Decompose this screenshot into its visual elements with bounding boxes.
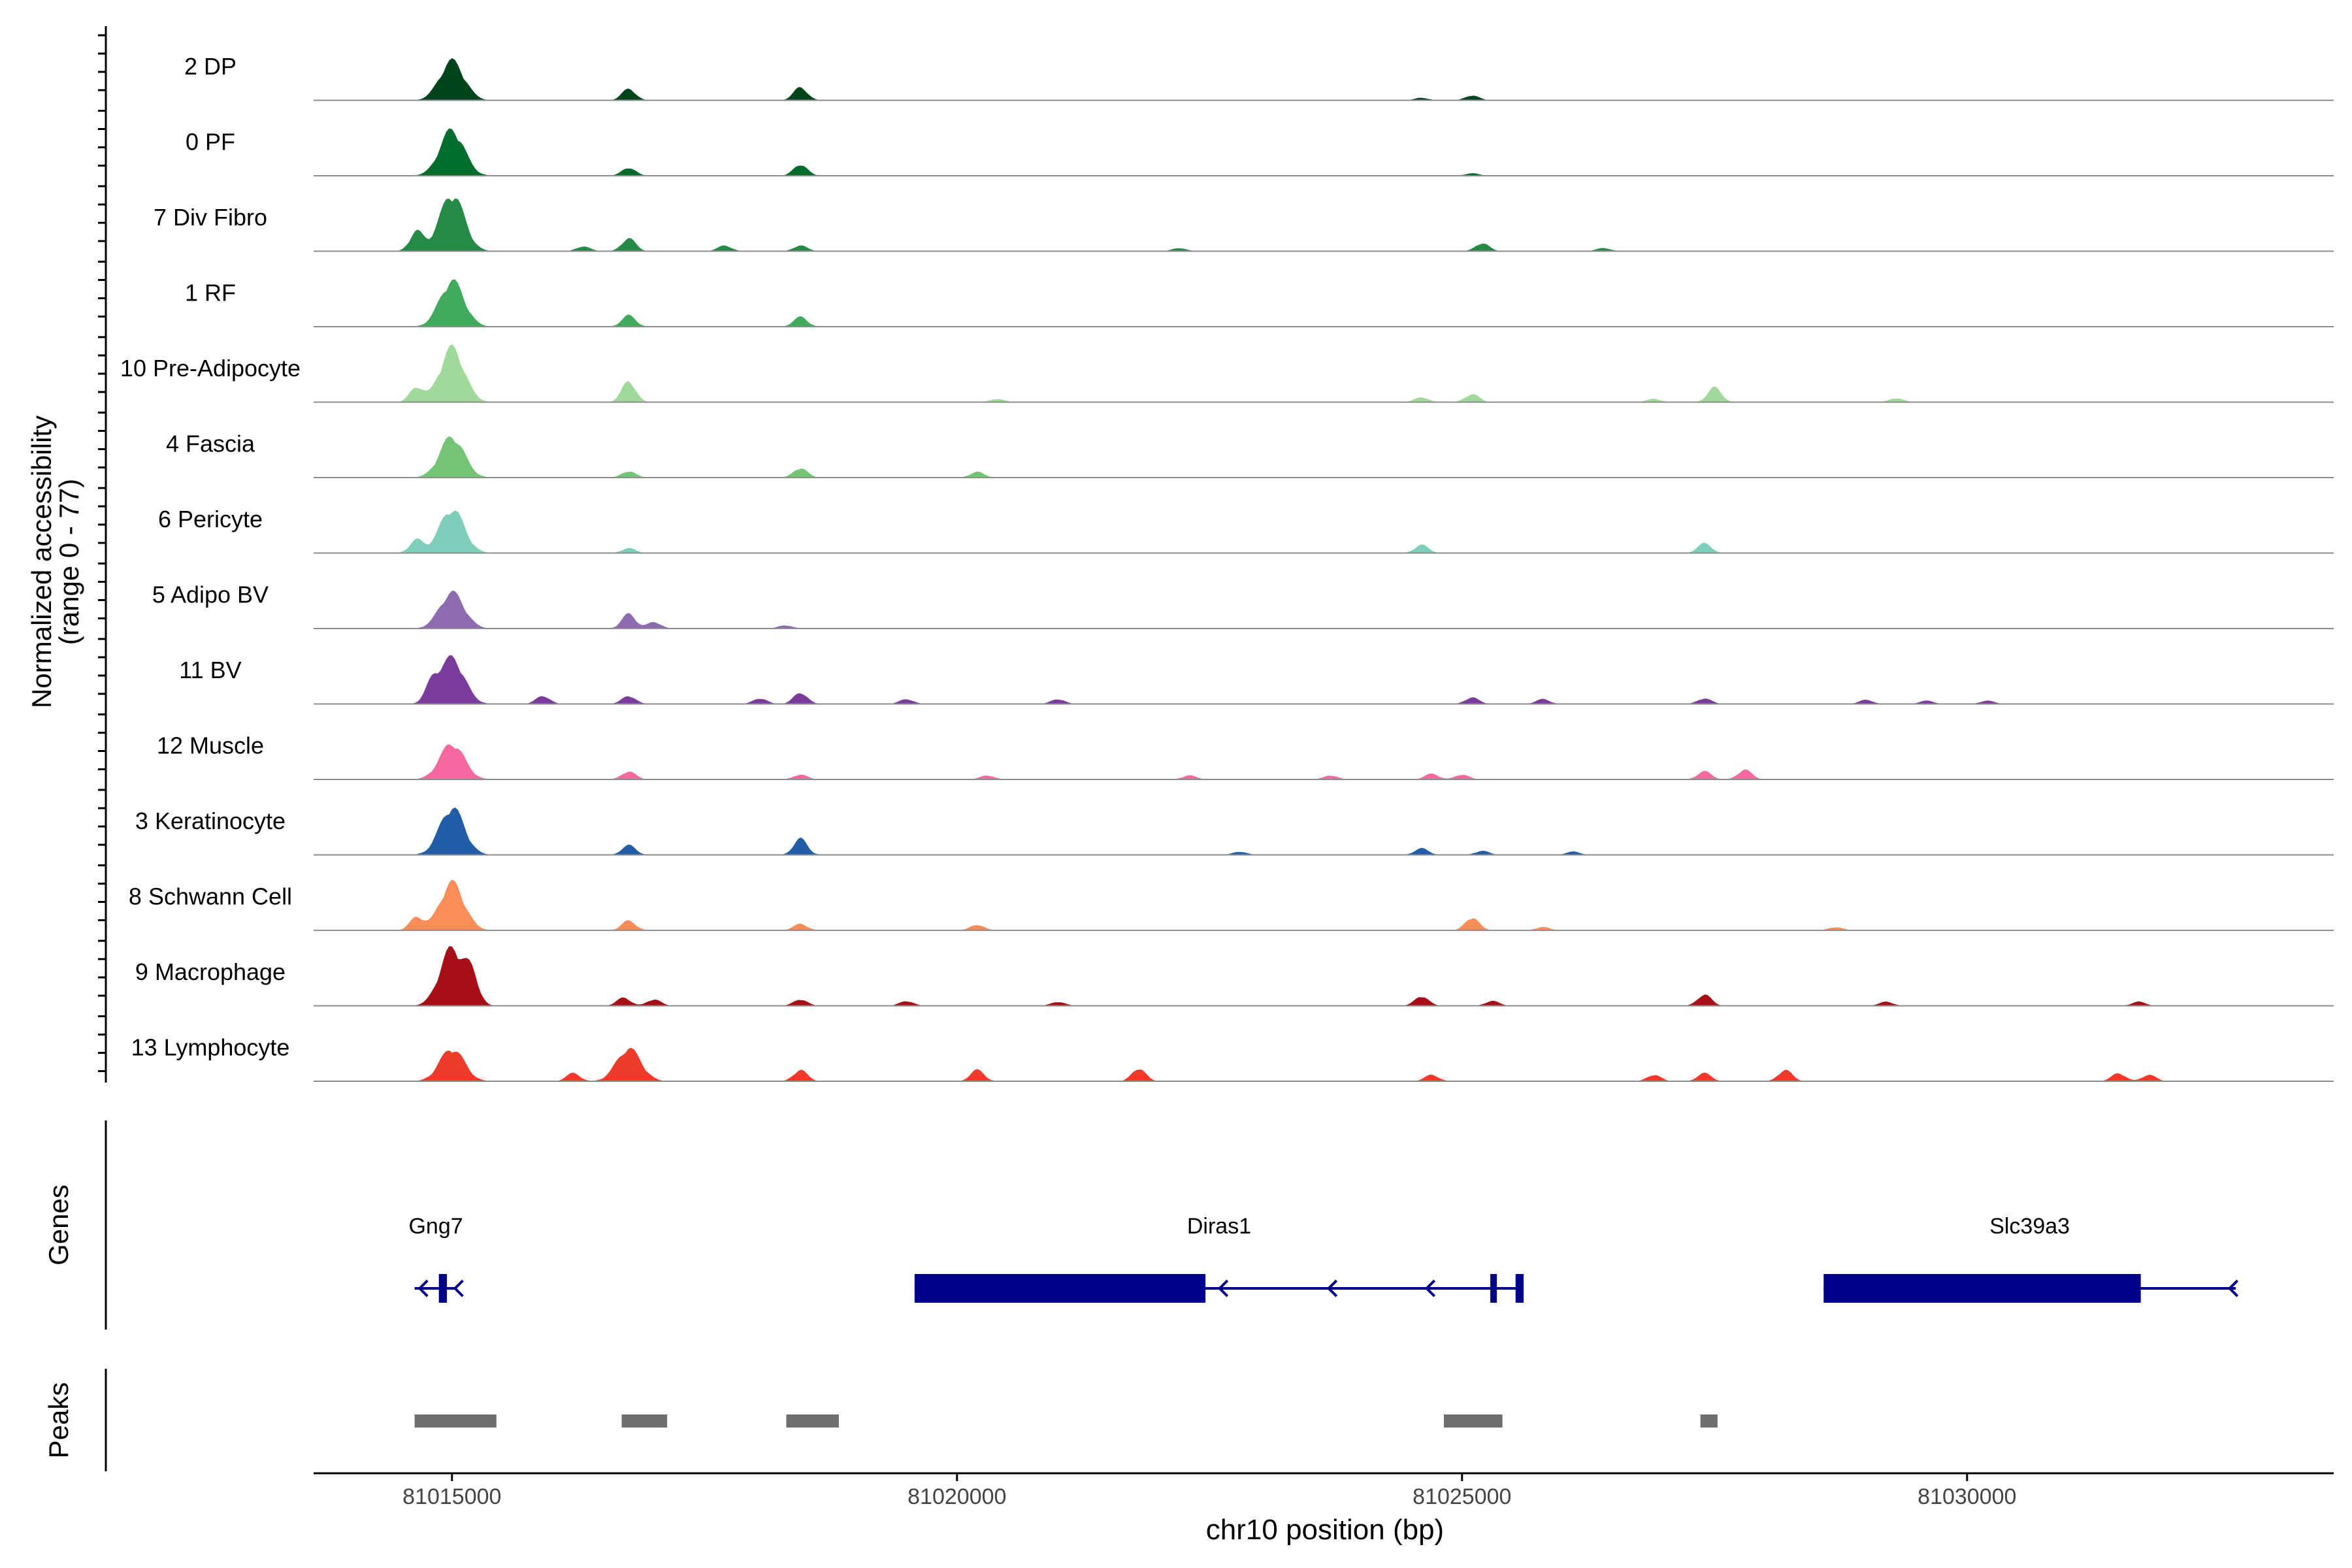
strand-arrow (1326, 1279, 1338, 1298)
coverage-area-12 (314, 879, 2334, 930)
coverage-area-13 (314, 946, 2334, 1006)
coverage-area-11 (314, 807, 2334, 855)
x-axis-label: chr10 position (bp) (1206, 1514, 1444, 1546)
gene-exon (1490, 1274, 1497, 1303)
strand-arrow (1424, 1279, 1436, 1298)
peak-region (786, 1414, 839, 1428)
track-label: 6 Pericyte (158, 506, 263, 532)
coverage-area-10 (314, 744, 2334, 779)
genes-track: Gng7 Diras1 Slc39a3 (105, 1120, 2239, 1330)
track-label: 9 Macrophage (135, 958, 286, 985)
gene-exon (914, 1274, 1206, 1303)
peak-region (621, 1414, 668, 1428)
coverage-area-8 (314, 591, 2334, 629)
track-label: 2 DP (184, 53, 237, 80)
peak-region (414, 1414, 497, 1428)
gene-name: Slc39a3 (1989, 1214, 2070, 1239)
gene-exon (1515, 1274, 1524, 1303)
track-label: 12 Muscle (157, 732, 264, 759)
track-label: 4 Fascia (166, 431, 255, 457)
coverage-area-1 (314, 58, 2334, 101)
track-label: 1 RF (185, 280, 236, 306)
y-axis-label: Normalized accessibility (26, 416, 57, 708)
x-tick-label: 81025000 (1413, 1484, 1511, 1509)
strand-arrow (453, 1279, 464, 1298)
gene-exon (438, 1274, 448, 1303)
gene-name: Diras1 (1187, 1214, 1251, 1239)
peak-region (1700, 1414, 1718, 1428)
track-label: 8 Schwann Cell (129, 883, 292, 910)
coverage-area-3 (314, 198, 2334, 252)
track-label: 0 PF (186, 129, 235, 155)
coverage-area-4 (314, 279, 2334, 327)
track-label: 7 Div Fibro (154, 204, 267, 231)
gene-exon (1823, 1274, 2141, 1303)
coverage-area-7 (314, 510, 2334, 553)
track-label: 11 BV (179, 657, 241, 683)
left-y-axis (98, 26, 107, 1083)
x-tick-label: 81015000 (402, 1484, 501, 1509)
peaks-track (105, 1369, 1718, 1471)
track-label: 3 Keratinocyte (135, 808, 286, 834)
coverage-area-6 (314, 436, 2334, 478)
strand-arrow (417, 1279, 429, 1298)
coverage-area-2 (314, 128, 2334, 176)
x-axis: 81015000 81020000 81025000 81030000 (314, 1472, 2334, 1509)
track-label: 13 Lymphocyte (131, 1034, 290, 1061)
peak-region (1443, 1414, 1503, 1428)
track-label: 5 Adipo BV (152, 581, 269, 608)
track-label: 10 Pre-Adipocyte (120, 355, 301, 382)
y-axis-label-range: (range 0 - 77) (54, 479, 84, 645)
genes-track-label: Genes (43, 1184, 74, 1266)
coverage-area-9 (314, 655, 2334, 704)
x-tick-label: 81020000 (907, 1484, 1006, 1509)
coverage-tracks: 2 DP 0 PF 7 Div Fibro 1 RF 10 Pre-Adipocyte 4… (120, 53, 2334, 1082)
strand-arrow (2227, 1279, 2239, 1298)
coverage-area-5 (314, 344, 2334, 402)
coverage-area-14 (314, 1047, 2334, 1081)
peaks-track-label: Peaks (43, 1382, 74, 1459)
strand-arrow (1217, 1279, 1229, 1298)
gene-name: Gng7 (408, 1214, 463, 1239)
x-tick-label: 81030000 (1918, 1484, 2016, 1509)
